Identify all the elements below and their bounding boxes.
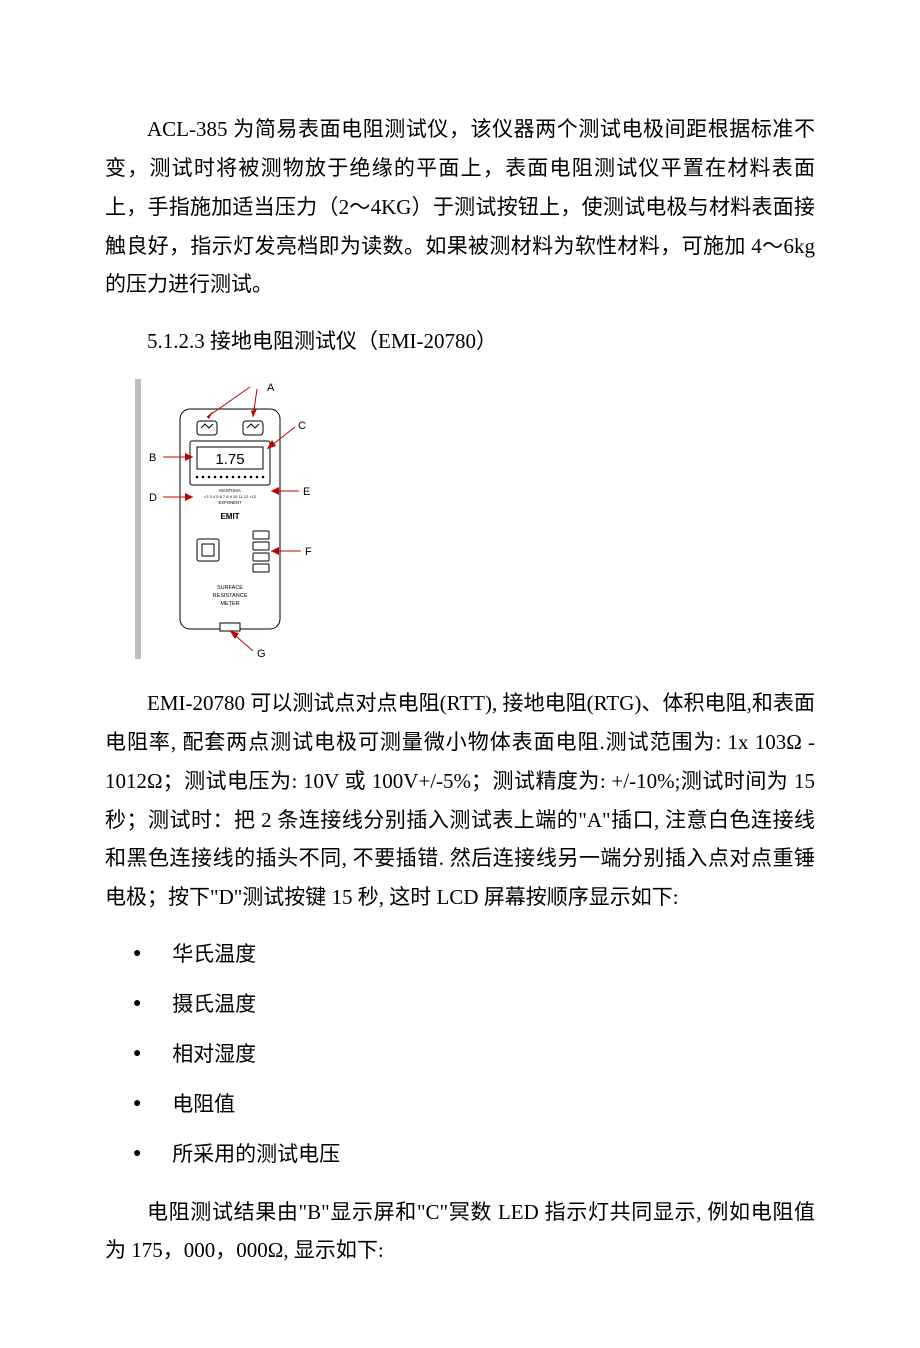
bottom-connector xyxy=(220,623,240,631)
list-item: 华氏温度 xyxy=(105,935,815,975)
scale-label: <3 3 4 5 6 7 8 9 10 11 12 >12 xyxy=(204,494,257,499)
bottom-label-2: RESISTANCE xyxy=(213,593,248,599)
list-item: 相对湿度 xyxy=(105,1035,815,1075)
mantissa-label: MANTISSA xyxy=(219,488,241,493)
device-diagram: 1.75 MANTISSA <3 3 4 5 6 7 8 9 10 11 12 … xyxy=(135,379,815,664)
emi-20780-diagram-svg: 1.75 MANTISSA <3 3 4 5 6 7 8 9 10 11 12 … xyxy=(135,379,335,659)
paragraph-result-display: 电阻测试结果由"B"显示屏和"C"冥数 LED 指示灯共同显示, 例如电阻值为 … xyxy=(105,1193,815,1271)
label-f: F xyxy=(305,546,312,558)
jack-left xyxy=(197,421,217,435)
test-button-inner xyxy=(202,544,214,556)
lcd-sequence-list: 华氏温度 摄氏温度 相对湿度 电阻值 所采用的测试电压 xyxy=(105,935,815,1174)
paragraph-heading-5123: 5.1.2.3 接地电阻测试仪（EMI-20780） xyxy=(105,322,815,361)
label-b: B xyxy=(149,452,156,464)
paragraph-emi20780: EMI-20780 可以测试点对点电阻(RTT), 接地电阻(RTG)、体积电阻… xyxy=(105,684,815,917)
brand-label: EMIT xyxy=(220,512,239,521)
list-item: 电阻值 xyxy=(105,1085,815,1125)
label-g: G xyxy=(257,648,266,659)
exponent-label: EXPONENT xyxy=(218,500,241,505)
side-button-1 xyxy=(253,531,269,539)
lcd-value: 1.75 xyxy=(215,451,244,468)
side-button-2 xyxy=(253,542,269,550)
list-item: 所采用的测试电压 xyxy=(105,1135,815,1175)
bottom-label-1: SURFACE xyxy=(217,585,243,591)
side-button-4 xyxy=(253,564,269,572)
label-d: D xyxy=(149,492,157,504)
document-page: ACL-385 为简易表面电阻测试仪，该仪器两个测试电极间距根据标准不变，测试时… xyxy=(0,0,920,1348)
list-item: 摄氏温度 xyxy=(105,985,815,1025)
side-button-3 xyxy=(253,553,269,561)
bottom-label-3: METER xyxy=(220,601,239,607)
label-c: C xyxy=(298,420,306,432)
jack-right xyxy=(243,421,263,435)
page-edge-shadow xyxy=(135,379,141,659)
label-e: E xyxy=(303,486,310,498)
label-a: A xyxy=(267,382,275,394)
paragraph-acl385: ACL-385 为简易表面电阻测试仪，该仪器两个测试电极间距根据标准不变，测试时… xyxy=(105,110,815,304)
